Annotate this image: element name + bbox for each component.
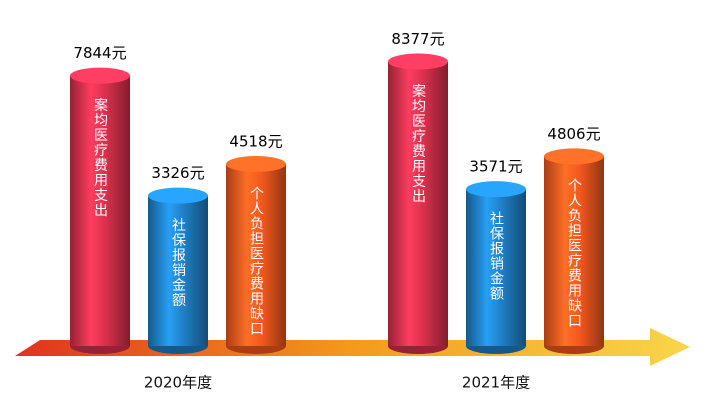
series-label: 个人负担医疗费用缺口 [248,186,264,336]
series-label: 社保报销金额 [488,211,504,301]
series-label: 案均医疗费用支出 [92,97,108,218]
bar [466,189,526,346]
bar [70,75,130,346]
bar-top [148,187,208,204]
value-label: 3571元 [469,158,522,176]
bar-top [226,156,286,173]
bar [226,164,286,346]
bar [388,61,448,346]
value-label: 4518元 [229,133,282,151]
bar-top [544,148,604,165]
series-label: 社保报销金额 [170,218,186,308]
value-label: 4806元 [547,125,600,143]
x-tick-label: 2020年度 [144,374,212,392]
series-label: 案均医疗费用支出 [410,83,426,204]
bar-top [70,67,130,84]
bar-top [388,53,448,70]
value-label: 3326元 [151,164,204,182]
series-label: 个人负担医疗费用缺口 [566,178,582,328]
bar [148,195,208,346]
x-tick-label: 2021年度 [462,374,530,392]
value-label: 7844元 [73,44,126,62]
timeline-arrow [15,328,690,366]
bar [544,156,604,346]
value-label: 8377元 [391,30,444,48]
bar-top [466,181,526,198]
